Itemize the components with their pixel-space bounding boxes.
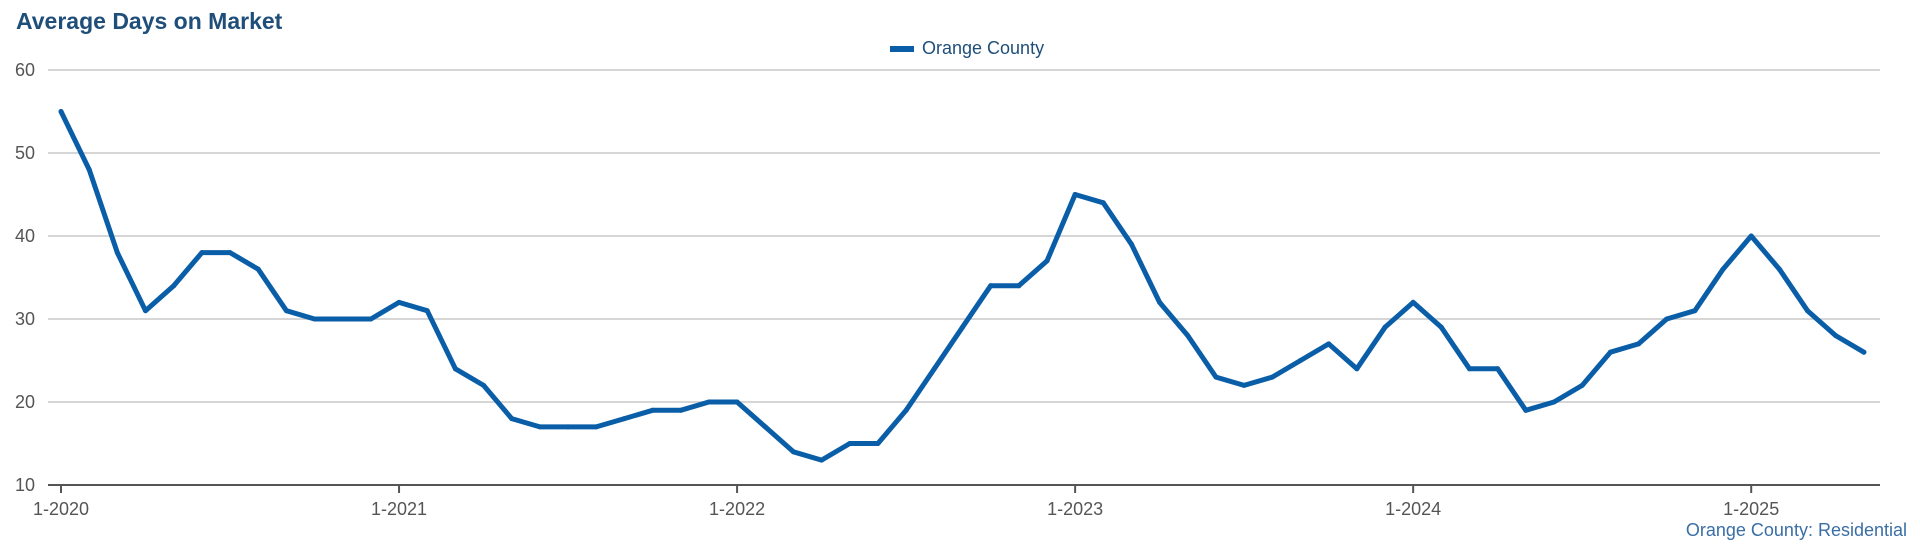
data-point [199,250,205,256]
data-point [1410,299,1416,305]
data-point [790,449,796,455]
data-point [1523,407,1529,413]
y-tick-label: 50 [15,143,35,163]
x-tick-label: 1-2021 [371,499,427,519]
data-point [1579,382,1585,388]
x-tick-label: 1-2024 [1385,499,1441,519]
legend-swatch [890,45,914,52]
data-point [1354,366,1360,372]
y-tick-label: 10 [15,475,35,495]
data-point [1467,366,1472,372]
data-point [1128,241,1134,247]
data-point [734,399,740,405]
data-point [650,407,656,413]
data-point [368,316,374,322]
data-point [171,283,177,289]
data-point [452,366,458,372]
data-point [1326,341,1332,347]
data-point [537,424,543,430]
data-point [424,308,430,314]
data-point [593,424,599,430]
data-point [959,324,965,330]
x-tick-label: 1-2022 [709,499,765,519]
series-layer [58,109,1867,463]
data-point [1438,324,1444,330]
data-point [875,441,881,446]
data-point [762,424,768,430]
legend-label: Orange County [922,38,1045,58]
data-point [312,316,318,322]
data-point [1861,349,1867,355]
data-point [1016,283,1022,289]
data-point [58,109,64,114]
y-tick-label: 20 [15,392,35,412]
data-point [847,441,853,446]
y-tick-label: 40 [15,226,35,246]
axes: 10 20 30 40 50 60 1-2020 1-2021 1-2022 1-2023 1-20… [15,60,1880,519]
data-point [988,283,994,289]
data-point [1157,299,1163,305]
data-point [1748,233,1754,239]
gridlines [48,69,1880,403]
data-point [1692,308,1698,314]
chart-legend: Orange County [890,38,1044,59]
data-point [255,266,261,272]
data-point [1776,266,1782,272]
series-line-orange-county [58,109,1867,463]
data-point [1100,200,1106,206]
data-point [396,299,402,305]
data-point [1607,349,1613,355]
data-point [1072,192,1078,197]
data-point [1805,308,1811,314]
data-point [706,399,712,405]
data-point [1495,366,1501,372]
data-point [1720,266,1726,272]
data-point [1044,258,1050,264]
data-point [1833,333,1839,339]
data-point [1664,316,1670,322]
data-point [227,250,233,256]
data-point [86,167,92,173]
source-note: Orange County: Residential [1685,520,1907,540]
data-point [1636,341,1642,347]
data-point [1551,399,1557,405]
y-tick-label: 60 [15,60,35,80]
data-point [1241,382,1247,388]
data-point [481,382,487,388]
data-point [621,416,627,422]
x-tick-label: 1-2025 [1723,499,1779,519]
data-point [819,457,825,463]
data-point [114,250,120,256]
data-point [565,424,571,430]
data-point [1382,324,1388,330]
x-tick-label: 1-2023 [1047,499,1103,519]
data-point [1269,374,1275,380]
data-point [1185,333,1191,339]
data-point [1213,374,1219,380]
x-tick-label: 1-2020 [33,499,89,519]
data-point [1297,358,1303,363]
data-point [931,366,937,372]
y-tick-label: 30 [15,309,35,329]
data-point [143,308,149,314]
data-point [678,407,684,413]
data-point [509,416,515,422]
data-point [340,316,346,322]
data-point [283,308,289,314]
data-point [903,407,909,413]
chart-title: Average Days on Market [16,8,283,34]
